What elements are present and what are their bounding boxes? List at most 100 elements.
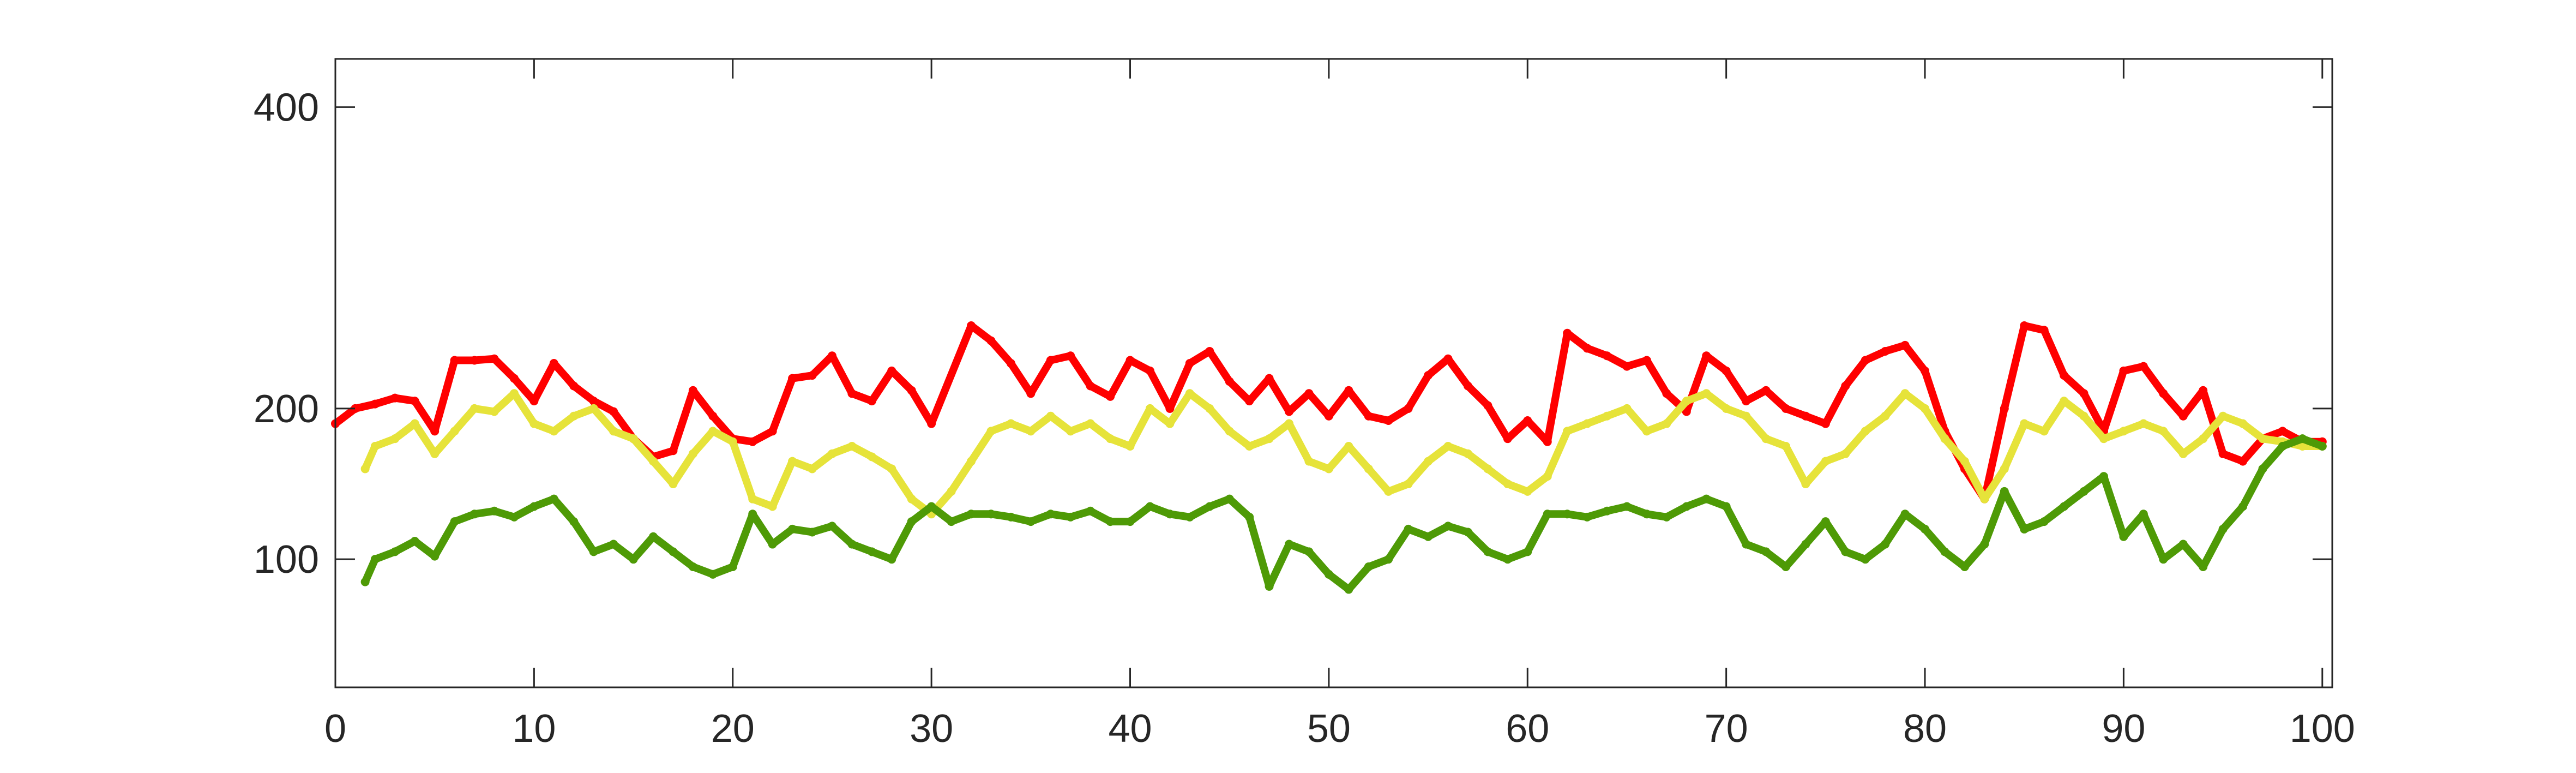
- data-point: [1384, 416, 1393, 426]
- data-point: [1026, 427, 1036, 436]
- data-point: [1543, 510, 1552, 519]
- data-point: [390, 393, 400, 403]
- data-point: [1503, 555, 1512, 564]
- x-tick-label: 0: [324, 707, 346, 751]
- series-3-line: [361, 435, 2326, 594]
- data-point: [1662, 389, 1671, 398]
- plot-frame: [334, 58, 2333, 688]
- data-point: [1443, 354, 1453, 363]
- data-point: [907, 386, 916, 395]
- data-point: [1543, 472, 1552, 481]
- data-point: [1145, 366, 1154, 375]
- data-point: [1106, 434, 1115, 444]
- data-point: [1603, 506, 1612, 516]
- data-point: [2238, 502, 2248, 511]
- data-point: [986, 336, 996, 345]
- data-point: [2178, 449, 2188, 458]
- data-point: [609, 407, 618, 416]
- data-point: [589, 404, 598, 413]
- data-point: [2079, 487, 2089, 496]
- data-point: [1106, 392, 1115, 401]
- data-point: [1821, 457, 1830, 466]
- data-point: [1205, 502, 1214, 511]
- data-point: [1622, 362, 1632, 371]
- data-point: [1046, 510, 1055, 519]
- data-point: [1344, 585, 1353, 594]
- data-point: [589, 547, 598, 556]
- data-point: [2119, 427, 2128, 436]
- data-point: [1026, 389, 1036, 398]
- data-point: [1582, 512, 1592, 522]
- data-point: [430, 427, 440, 436]
- data-point: [1702, 494, 1711, 504]
- data-point: [1026, 517, 1036, 526]
- data-point: [1424, 532, 1433, 541]
- data-point: [1841, 381, 1850, 391]
- data-point: [808, 371, 817, 380]
- data-point: [688, 386, 697, 395]
- x-tick-label: 30: [910, 707, 953, 751]
- data-point: [2119, 532, 2128, 541]
- data-point: [1463, 528, 1472, 537]
- data-point: [1722, 366, 1731, 375]
- data-point: [2079, 389, 2089, 398]
- data-point: [947, 487, 956, 496]
- data-point: [688, 449, 697, 458]
- data-point: [1543, 437, 1552, 446]
- data-point: [1304, 389, 1314, 398]
- data-point: [927, 419, 936, 428]
- x-tick-label: 70: [1705, 707, 1748, 751]
- data-point: [1404, 524, 1413, 534]
- data-point: [490, 407, 499, 416]
- data-point: [2060, 371, 2069, 380]
- data-point: [2099, 472, 2108, 481]
- data-point: [1781, 562, 1790, 571]
- data-point: [410, 419, 419, 428]
- data-point: [1006, 419, 1015, 428]
- data-point: [1384, 487, 1393, 496]
- data-point: [1523, 547, 1532, 556]
- data-point: [2178, 411, 2188, 421]
- data-point: [1344, 386, 1353, 395]
- data-point: [351, 404, 360, 413]
- data-point: [1980, 540, 1989, 549]
- data-point: [2278, 427, 2287, 436]
- data-point: [629, 434, 638, 444]
- data-point: [1921, 524, 1930, 534]
- data-point: [1165, 510, 1175, 519]
- data-point: [2060, 397, 2069, 406]
- data-point: [1742, 397, 1751, 406]
- data-point: [967, 457, 976, 466]
- data-point: [788, 524, 797, 534]
- data-point: [2119, 366, 2128, 375]
- series-2: [360, 389, 2327, 519]
- data-point: [1563, 427, 1572, 436]
- data-point: [430, 449, 440, 458]
- data-point: [1344, 441, 1353, 451]
- data-point: [2020, 524, 2029, 534]
- data-point: [2298, 434, 2307, 444]
- data-point: [1245, 441, 1254, 451]
- data-point: [370, 399, 380, 409]
- data-point: [1165, 419, 1175, 428]
- data-point: [1900, 340, 1910, 350]
- data-point: [1145, 502, 1154, 511]
- data-point: [1861, 427, 1870, 436]
- data-point: [1940, 547, 1949, 556]
- data-point: [2139, 419, 2148, 428]
- data-point: [947, 517, 956, 526]
- data-point: [1364, 464, 1373, 474]
- data-point: [669, 446, 678, 456]
- data-point: [1622, 404, 1632, 413]
- data-point: [669, 480, 678, 489]
- data-point: [847, 540, 857, 549]
- data-point: [1662, 512, 1671, 522]
- data-point: [827, 351, 836, 361]
- data-point: [2318, 441, 2327, 451]
- data-point: [1603, 351, 1612, 361]
- data-point: [1106, 517, 1115, 526]
- data-point: [1126, 356, 1135, 365]
- series-3: [360, 434, 2327, 594]
- data-point: [1285, 419, 1294, 428]
- data-point: [390, 547, 400, 556]
